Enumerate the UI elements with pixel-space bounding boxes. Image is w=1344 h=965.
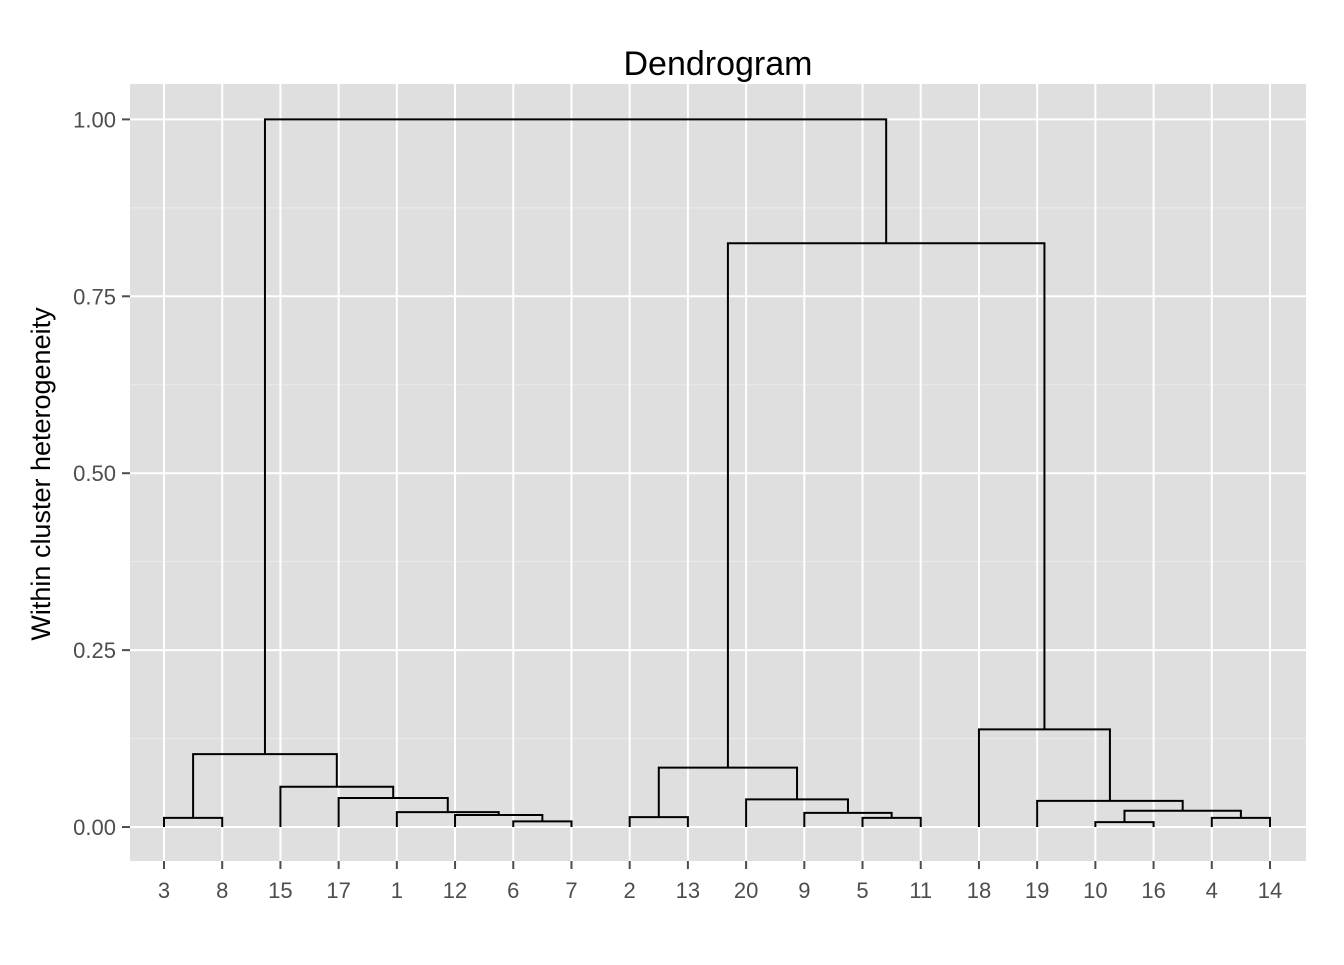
x-tick-label: 13 (676, 878, 700, 903)
merge-branch (1123, 809, 1242, 823)
x-tick-label: 18 (967, 878, 991, 903)
x-tick-label: 16 (1141, 878, 1165, 903)
merge-branch (279, 785, 395, 828)
x-tick-label: 10 (1083, 878, 1107, 903)
merge-branch (454, 814, 544, 828)
merge-branch (803, 811, 893, 828)
x-tick-label: 14 (1258, 878, 1282, 903)
x-tick-label: 8 (216, 878, 228, 903)
x-tick-label: 3 (158, 878, 170, 903)
merge-branch (1036, 799, 1184, 828)
x-tick-label: 20 (734, 878, 758, 903)
x-tick-label: 12 (443, 878, 467, 903)
y-tick-label: 0.00 (73, 815, 116, 840)
axis-ticks: 0.00 0.25 0.50 0.75 1.00 3 8 15 17 1 12 6 7 2 13 20 9 5 11… (73, 107, 1282, 903)
merge-branch (263, 118, 888, 755)
dendrogram-branches (163, 118, 1271, 828)
merge-branch (512, 820, 573, 828)
x-tick-label: 2 (624, 878, 636, 903)
x-tick-label: 5 (856, 878, 868, 903)
x-tick-label: 7 (565, 878, 577, 903)
x-tick-label: 4 (1206, 878, 1218, 903)
merge-branch (628, 816, 689, 828)
x-tick-label: 15 (268, 878, 292, 903)
y-tick-label: 1.00 (73, 107, 116, 132)
x-tick-label: 6 (507, 878, 519, 903)
y-axis-title: Within cluster heterogeneity (26, 307, 56, 641)
merge-branch (192, 753, 338, 818)
y-tick-label: 0.25 (73, 638, 116, 663)
x-tick-label: 1 (391, 878, 403, 903)
y-tick-label: 0.50 (73, 461, 116, 486)
y-tick-label: 0.75 (73, 284, 116, 309)
chart-title: Dendrogram (624, 45, 813, 83)
x-tick-label: 9 (798, 878, 810, 903)
x-tick-label: 19 (1025, 878, 1049, 903)
x-tick-label: 17 (326, 878, 350, 903)
x-tick-label: 11 (909, 878, 932, 903)
